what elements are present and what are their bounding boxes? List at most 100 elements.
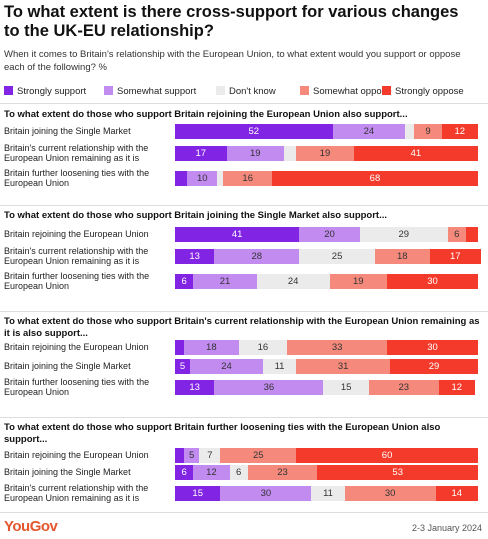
legend-label: Somewhat oppose bbox=[313, 86, 392, 97]
bar-segment bbox=[175, 447, 185, 463]
bar-segment: 23 bbox=[368, 379, 439, 395]
row-label: Britain joining the Single Market bbox=[4, 126, 131, 136]
data-label: 24 bbox=[221, 360, 232, 372]
bar-segment: 19 bbox=[226, 145, 285, 161]
row-label: Britain's current relationship with the … bbox=[4, 143, 149, 163]
bar-segment: 12 bbox=[438, 379, 475, 395]
bar-segment bbox=[405, 123, 415, 139]
legend-label: Somewhat support bbox=[117, 86, 197, 97]
data-label: 19 bbox=[249, 147, 261, 159]
divider bbox=[0, 311, 488, 312]
row-label: Britain further loosening ties with the … bbox=[4, 168, 150, 188]
bar-segment bbox=[175, 339, 185, 355]
data-label: 68 bbox=[369, 172, 381, 184]
data-label: 24 bbox=[287, 275, 299, 287]
data-label: 14 bbox=[451, 487, 463, 499]
bar-segment: 24 bbox=[190, 358, 263, 374]
bar-segment: 13 bbox=[175, 379, 215, 395]
bar-segment: 12 bbox=[193, 464, 230, 480]
data-label: 23 bbox=[398, 381, 410, 393]
data-label: 24 bbox=[363, 125, 375, 137]
data-label: 11 bbox=[274, 360, 285, 372]
bar-segment: 28 bbox=[214, 248, 300, 264]
bar-segment: 19 bbox=[296, 145, 354, 161]
row-label: Britain's current relationship with the … bbox=[4, 483, 149, 503]
data-label: 30 bbox=[427, 275, 438, 287]
bar-segment: 13 bbox=[175, 248, 215, 264]
data-label: 13 bbox=[189, 381, 200, 393]
bar-segment: 5 bbox=[175, 358, 191, 374]
bar-segment: 41 bbox=[353, 145, 478, 161]
data-label: 16 bbox=[242, 172, 253, 184]
legend-swatch bbox=[382, 86, 391, 95]
bar-segment: 6 bbox=[175, 464, 194, 480]
legend-label: Don't know bbox=[229, 86, 276, 97]
data-label: 41 bbox=[410, 147, 422, 159]
data-label: 29 bbox=[428, 360, 440, 372]
bar-segment bbox=[175, 170, 188, 186]
bar-segment: 15 bbox=[175, 485, 221, 501]
data-label: 12 bbox=[451, 381, 463, 393]
title: To what extent is there cross-support fo… bbox=[4, 3, 459, 40]
bar-segment: 23 bbox=[247, 464, 318, 480]
bar-segment: 68 bbox=[271, 170, 478, 186]
bar-segment bbox=[217, 170, 224, 186]
legend-label: Strongly support bbox=[17, 86, 87, 97]
bar-segment: 24 bbox=[332, 123, 406, 139]
bar-segment: 9 bbox=[414, 123, 442, 139]
bar-segment: 30 bbox=[387, 339, 478, 355]
bar-segment: 60 bbox=[296, 447, 478, 463]
bar-segment: 30 bbox=[344, 485, 436, 501]
bar-segment: 29 bbox=[359, 226, 448, 242]
row-label: Britain rejoining the European Union bbox=[4, 229, 149, 239]
data-label: 18 bbox=[206, 341, 217, 353]
data-label: 30 bbox=[427, 341, 438, 353]
bar-segment: 25 bbox=[220, 447, 297, 463]
data-label: 25 bbox=[331, 250, 343, 262]
date: 2-3 January 2024 bbox=[411, 523, 482, 533]
data-label: 17 bbox=[195, 147, 207, 159]
bar-segment: 12 bbox=[441, 123, 478, 139]
bar-segment: 18 bbox=[374, 248, 430, 264]
legend-item: Somewhat support bbox=[104, 86, 196, 98]
legend-item: Somewhat oppose bbox=[300, 86, 392, 98]
panel-title: To what extent do those who support Brit… bbox=[4, 422, 441, 445]
data-label: 5 bbox=[179, 360, 186, 372]
data-label: 21 bbox=[219, 275, 231, 287]
data-label: 6 bbox=[235, 466, 242, 478]
bar-segment bbox=[284, 145, 297, 161]
bar-segment: 41 bbox=[175, 226, 300, 242]
bar-segment: 11 bbox=[311, 485, 345, 501]
divider bbox=[0, 103, 488, 104]
bar-segment: 33 bbox=[287, 339, 388, 355]
legend-label: Strongly oppose bbox=[395, 86, 464, 97]
data-label: 60 bbox=[381, 449, 393, 461]
bar-segment: 5 bbox=[184, 447, 200, 463]
data-label: 41 bbox=[231, 228, 243, 240]
bar-segment: 14 bbox=[435, 485, 478, 501]
data-label: 16 bbox=[257, 341, 269, 353]
legend-swatch bbox=[300, 86, 309, 95]
data-label: 28 bbox=[251, 250, 263, 262]
legend-swatch bbox=[104, 86, 113, 95]
legend-swatch bbox=[4, 86, 13, 95]
row-label: Britain joining the Single Market bbox=[4, 467, 131, 477]
data-label: 53 bbox=[392, 466, 403, 478]
bar-segment: 53 bbox=[317, 464, 478, 480]
bar-segment: 31 bbox=[296, 358, 391, 374]
legend-item: Don't know bbox=[216, 86, 276, 98]
data-label: 29 bbox=[398, 228, 410, 240]
legend-item: Strongly oppose bbox=[382, 86, 464, 98]
data-label: 25 bbox=[253, 449, 264, 461]
legend-swatch bbox=[216, 86, 225, 95]
bar-segment: 21 bbox=[193, 273, 257, 289]
bar-segment: 6 bbox=[447, 226, 466, 242]
row-label: Britain's current relationship with the … bbox=[4, 246, 149, 266]
data-label: 23 bbox=[277, 466, 288, 478]
data-label: 19 bbox=[319, 147, 331, 159]
bar-segment: 17 bbox=[175, 145, 227, 161]
row-label: Britain further loosening ties with the … bbox=[4, 271, 150, 291]
divider bbox=[0, 205, 488, 206]
data-label: 36 bbox=[263, 381, 275, 393]
